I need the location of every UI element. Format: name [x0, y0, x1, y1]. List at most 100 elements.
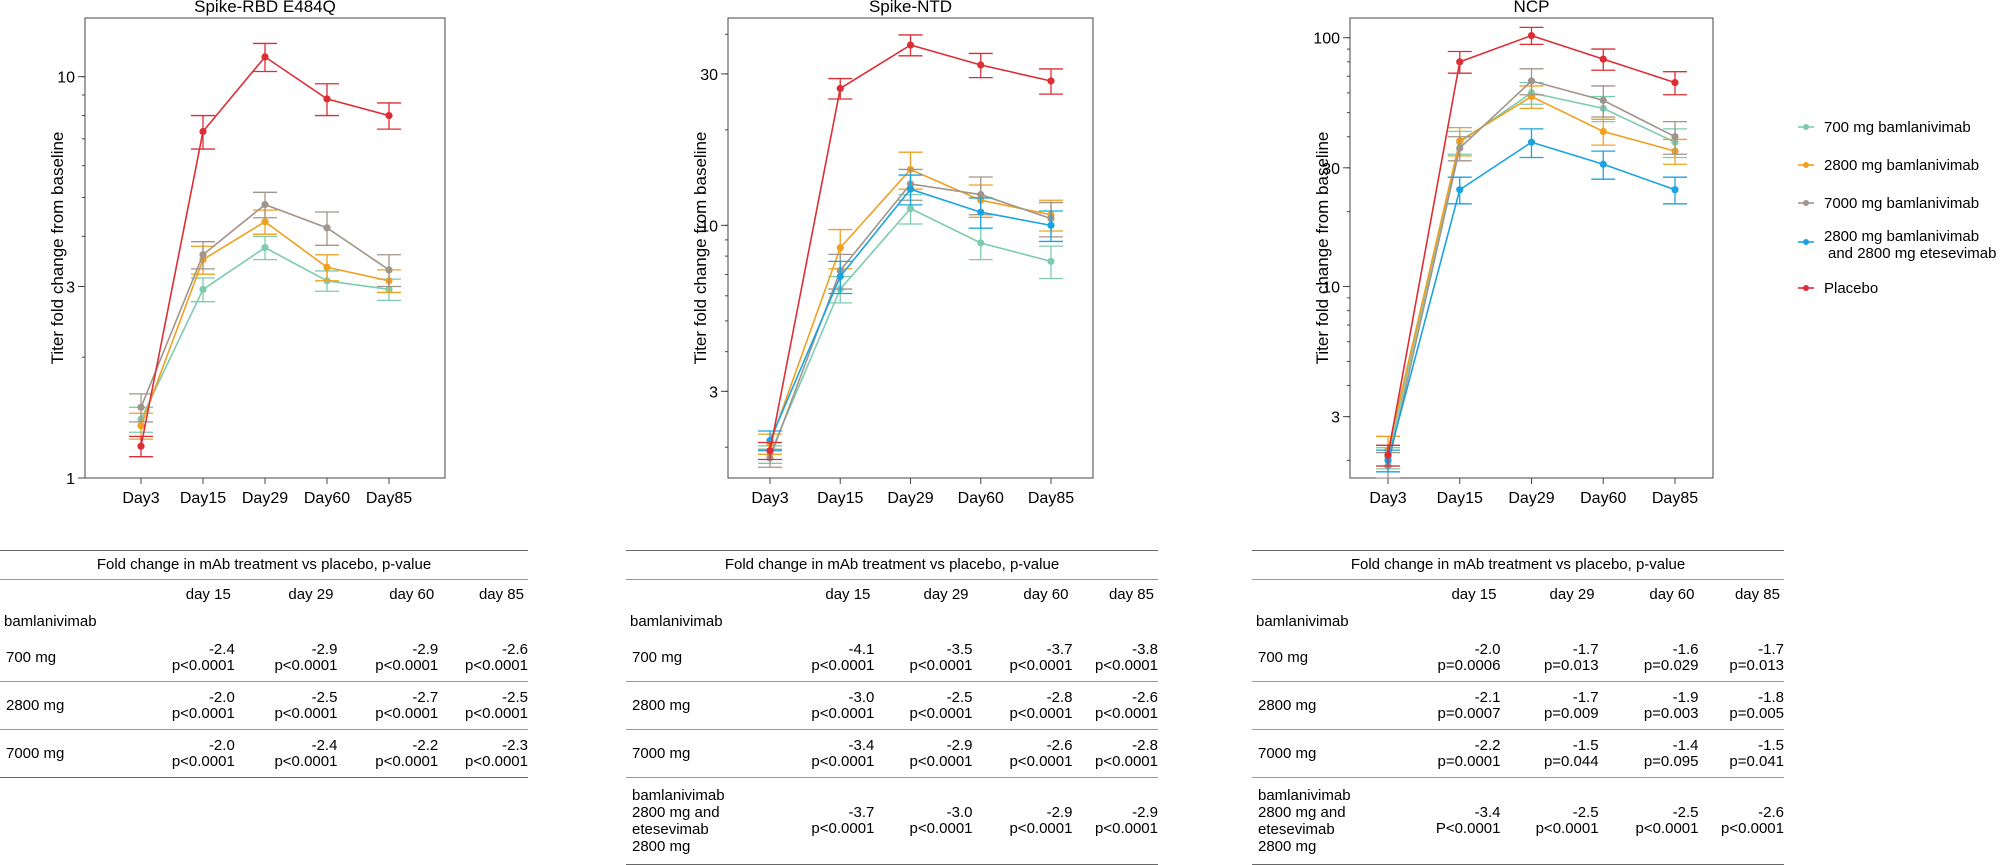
- p-value: p<0.0001: [909, 656, 973, 674]
- fold-change-value: -1.8: [1758, 688, 1784, 706]
- table-row: bamlanivimab 2800 mg and etesevimab 2800 mg…: [1252, 777, 1784, 865]
- series-line: [140, 203, 390, 408]
- p-value: p=0.041: [1729, 752, 1784, 770]
- fold-change-value: -2.9: [946, 736, 973, 754]
- table-cell: -2.5 p<0.0001: [1500, 777, 1599, 865]
- data-point: [1527, 138, 1536, 146]
- data-point: [323, 263, 331, 271]
- y-tick-label: 10: [57, 70, 75, 87]
- data-point: [261, 200, 269, 209]
- y-tick-label: 30: [700, 67, 718, 84]
- table-cell: -2.9 p<0.0001: [1072, 777, 1158, 865]
- fold-change-value: -2.4: [311, 736, 338, 754]
- data-point: [323, 95, 331, 103]
- table-cell: -2.4 p<0.0001: [234, 729, 338, 778]
- table-cell: -4.1 p<0.0001: [785, 634, 875, 682]
- x-tick-label: Day15: [817, 490, 863, 507]
- legend-swatch-marker: [1803, 124, 1809, 130]
- fold-change-value: -2.6: [502, 640, 528, 658]
- column-header: day 29: [1549, 585, 1595, 603]
- data-point: [1384, 451, 1392, 459]
- p-value: p<0.0001: [1009, 820, 1073, 837]
- chart-panel: Spike-RBD E484Q Titer fold change from ba…: [48, 0, 446, 507]
- legend-label: 2800 mg bamlanivimab: [1824, 228, 1979, 245]
- fold-change-value: -2.9: [311, 640, 338, 658]
- fold-change-value: -2.2: [1474, 736, 1501, 754]
- p-value: p<0.0001: [465, 656, 528, 674]
- p-value: p<0.0001: [811, 656, 875, 674]
- legend-swatch-marker: [1803, 200, 1809, 206]
- p-value: p<0.0001: [1009, 752, 1073, 770]
- column-header: day 15: [1451, 585, 1497, 603]
- data-point: [1047, 77, 1055, 85]
- fold-change-value: -2.2: [412, 736, 439, 754]
- p-value: p=0.0006: [1437, 656, 1501, 674]
- chart-title: Spike-NTD: [869, 0, 952, 16]
- p-value: p<0.0001: [171, 704, 235, 722]
- p-value: p<0.0001: [909, 704, 973, 722]
- table-cell: -2.6 p<0.0001: [438, 634, 528, 682]
- table-row: 700 mg -2.4 p<0.0001 -2.9 p<0.0001 -2.9 p<0.00…: [0, 634, 528, 682]
- fold-change-value: -1.9: [1672, 688, 1699, 706]
- table-row: 2800 mg -2.0 p<0.0001 -2.5 p<0.0001 -2.7 p<0.0…: [0, 681, 528, 730]
- data-point: [906, 185, 915, 193]
- table-cell: -2.7 p<0.0001: [337, 681, 439, 730]
- series: [129, 235, 401, 433]
- fold-change-value: -2.6: [1132, 688, 1158, 706]
- data-point: [1599, 160, 1607, 168]
- fold-change-value: -2.5: [311, 688, 338, 706]
- p-value: p=0.0001: [1437, 752, 1501, 770]
- row-label-line: etesevimab: [632, 821, 709, 838]
- p-value: p=0.009: [1543, 704, 1599, 722]
- table-cell: -2.5 p<0.0001: [874, 681, 973, 730]
- row-label-line: 2800 mg: [1258, 838, 1317, 855]
- column-header: day 60: [1649, 585, 1695, 603]
- data-point: [766, 447, 774, 455]
- p-value: p<0.0001: [274, 656, 338, 674]
- table-cell: -3.5 p<0.0001: [874, 634, 973, 682]
- p-value: p<0.0001: [1009, 656, 1073, 674]
- data-point: [836, 244, 844, 252]
- fold-change-value: -2.0: [1474, 640, 1501, 658]
- data-point: [977, 208, 985, 216]
- chart-title: Spike-RBD E484Q: [194, 0, 336, 16]
- group-label: bamlanivimab: [1256, 612, 1349, 630]
- row-label-line: bamlanivimab: [1258, 787, 1351, 804]
- row-label-line: 2800 mg: [632, 838, 691, 855]
- table-cell: -3.8 p<0.0001: [1072, 634, 1158, 682]
- p-value: p=0.003: [1643, 704, 1699, 722]
- data-point: [977, 61, 985, 69]
- fold-change-value: -4.1: [848, 640, 875, 658]
- x-tick-label: Day3: [122, 490, 159, 507]
- p-value: p=0.029: [1643, 656, 1699, 674]
- x-tick-label: Day85: [1028, 490, 1074, 507]
- column-header: day 85: [1734, 585, 1780, 603]
- chart-title: NCP: [1514, 0, 1550, 16]
- series-line: [769, 183, 1052, 459]
- x-tick-label: Day15: [1437, 490, 1483, 507]
- p-value: p<0.0001: [1635, 820, 1699, 837]
- data-point: [137, 442, 145, 450]
- data-point: [1456, 58, 1464, 66]
- p-value: p=0.044: [1543, 752, 1599, 770]
- fold-change-value: -2.8: [1132, 736, 1158, 754]
- fold-change-value: -2.6: [1758, 804, 1784, 821]
- legend-item: 2800 mg bamlanivimab: [1798, 157, 1979, 174]
- legend-label: Placebo: [1824, 280, 1878, 297]
- series: [129, 191, 401, 423]
- data-point: [1047, 221, 1055, 229]
- table-cell: -3.7 p<0.0001: [785, 777, 875, 865]
- y-tick-label: 3: [1331, 410, 1340, 427]
- data-point: [836, 84, 844, 93]
- legend-label: 2800 mg bamlanivimab: [1824, 157, 1979, 174]
- table-cell: -3.0 p<0.0001: [874, 777, 973, 865]
- data-point: [323, 224, 331, 232]
- fold-change-value: -2.0: [208, 736, 235, 754]
- fold-change-value: -2.0: [208, 688, 235, 706]
- fold-change-value: -2.5: [946, 688, 973, 706]
- series: [758, 193, 1063, 464]
- x-tick-label: Day29: [242, 490, 288, 507]
- data-point: [1599, 96, 1607, 104]
- p-value: p<0.0001: [171, 752, 235, 770]
